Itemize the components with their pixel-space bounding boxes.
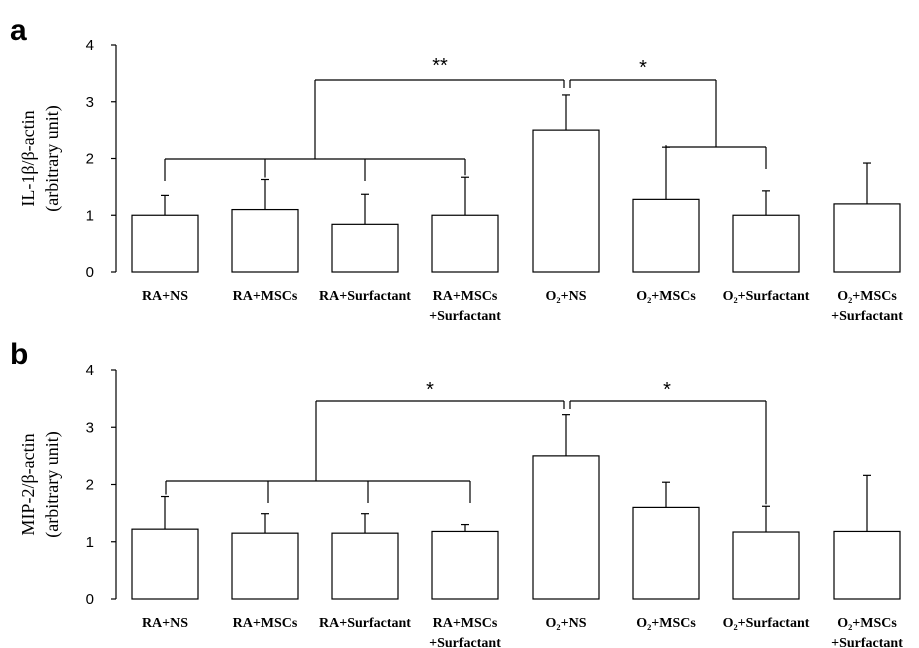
category-label-line: RA+Surfactant	[319, 616, 411, 631]
bar	[431, 214, 499, 273]
bar	[131, 214, 199, 273]
category-label: O₂+Surfactant	[723, 616, 810, 631]
y-axis-unit-label: (arbitrary unit)	[42, 431, 63, 537]
bar	[632, 506, 700, 600]
y-axis-unit-label: (arbitrary unit)	[42, 105, 63, 211]
y-tick-label: 2	[86, 477, 94, 494]
y-tick-label: 1	[86, 534, 94, 551]
category-label-line: RA+NS	[142, 289, 188, 304]
bar	[231, 208, 299, 273]
category-label-line: RA+MSCs	[433, 289, 498, 304]
category-label: O₂+NS	[546, 289, 587, 304]
category-label-line: RA+MSCs	[233, 289, 298, 304]
category-label: O₂+NS	[546, 616, 587, 631]
bar	[632, 198, 700, 273]
category-label: RA+MSCs +Surfactant	[429, 616, 501, 648]
significance-star: *	[663, 379, 671, 401]
category-label-line: +Surfactant	[429, 636, 501, 648]
y-axis-label: IL-1β/β-actin	[18, 110, 38, 206]
category-label-line: O₂+Surfactant	[723, 289, 810, 304]
significance-star: **	[432, 55, 448, 77]
category-label-line: O₂+MSCs	[837, 616, 897, 631]
category-label-line: RA+Surfactant	[319, 289, 411, 304]
category-label: O₂+MSCs +Surfactant	[831, 289, 903, 324]
category-label-line: O₂+NS	[546, 616, 587, 631]
category-label-line: +Surfactant	[831, 636, 903, 648]
category-label-line: RA+MSCs	[233, 616, 298, 631]
category-label: RA+Surfactant	[319, 289, 411, 304]
bar	[833, 530, 901, 600]
bar	[331, 223, 399, 273]
category-label-line: O₂+NS	[546, 289, 587, 304]
category-label: RA+NS	[142, 289, 188, 304]
y-tick-label: 0	[86, 591, 94, 608]
panel-letter: a	[10, 14, 27, 47]
y-tick-label: 3	[86, 419, 94, 436]
category-label-line: O₂+MSCs	[837, 289, 897, 304]
bar	[732, 214, 800, 273]
y-tick-label: 4	[86, 362, 94, 379]
category-label-line: RA+MSCs	[433, 616, 498, 631]
category-label: O₂+MSCs +Surfactant	[831, 616, 903, 648]
category-label: O₂+MSCs	[636, 616, 696, 631]
y-tick-label: 3	[86, 94, 94, 111]
category-label: RA+MSCs	[233, 289, 298, 304]
category-label: RA+Surfactant	[319, 616, 411, 631]
bar	[732, 531, 800, 600]
bar	[331, 532, 399, 600]
category-label-line: O₂+MSCs	[636, 289, 696, 304]
bar	[231, 532, 299, 600]
bar	[532, 455, 600, 600]
bar	[833, 203, 901, 273]
category-label-line: O₂+Surfactant	[723, 616, 810, 631]
y-tick-label: 4	[86, 37, 94, 54]
panel-a: a IL-1β/β-actin (arbitrary unit) 0 1 2 3 4 RA+NS…	[10, 14, 903, 324]
panel-b: b MIP-2/β-actin (arbitrary unit) 0 1 2 3 4 RA+NS…	[10, 338, 903, 648]
y-tick-label: 2	[86, 151, 94, 168]
category-label: RA+MSCs	[233, 616, 298, 631]
significance-star: *	[426, 379, 434, 401]
y-tick-label: 0	[86, 264, 94, 281]
bar	[431, 530, 499, 600]
category-label-line: +Surfactant	[429, 309, 501, 324]
y-axis-label: MIP-2/β-actin	[18, 433, 38, 535]
category-label: RA+MSCs +Surfactant	[429, 289, 501, 324]
panel-letter: b	[10, 338, 28, 371]
bar	[131, 528, 199, 600]
category-label-line: O₂+MSCs	[636, 616, 696, 631]
bar	[532, 129, 600, 273]
category-label-line: +Surfactant	[831, 309, 903, 324]
category-label-line: RA+NS	[142, 616, 188, 631]
y-tick-label: 1	[86, 207, 94, 224]
significance-star: *	[639, 57, 647, 79]
category-label: O₂+MSCs	[636, 289, 696, 304]
category-label: O₂+Surfactant	[723, 289, 810, 304]
category-label: RA+NS	[142, 616, 188, 631]
